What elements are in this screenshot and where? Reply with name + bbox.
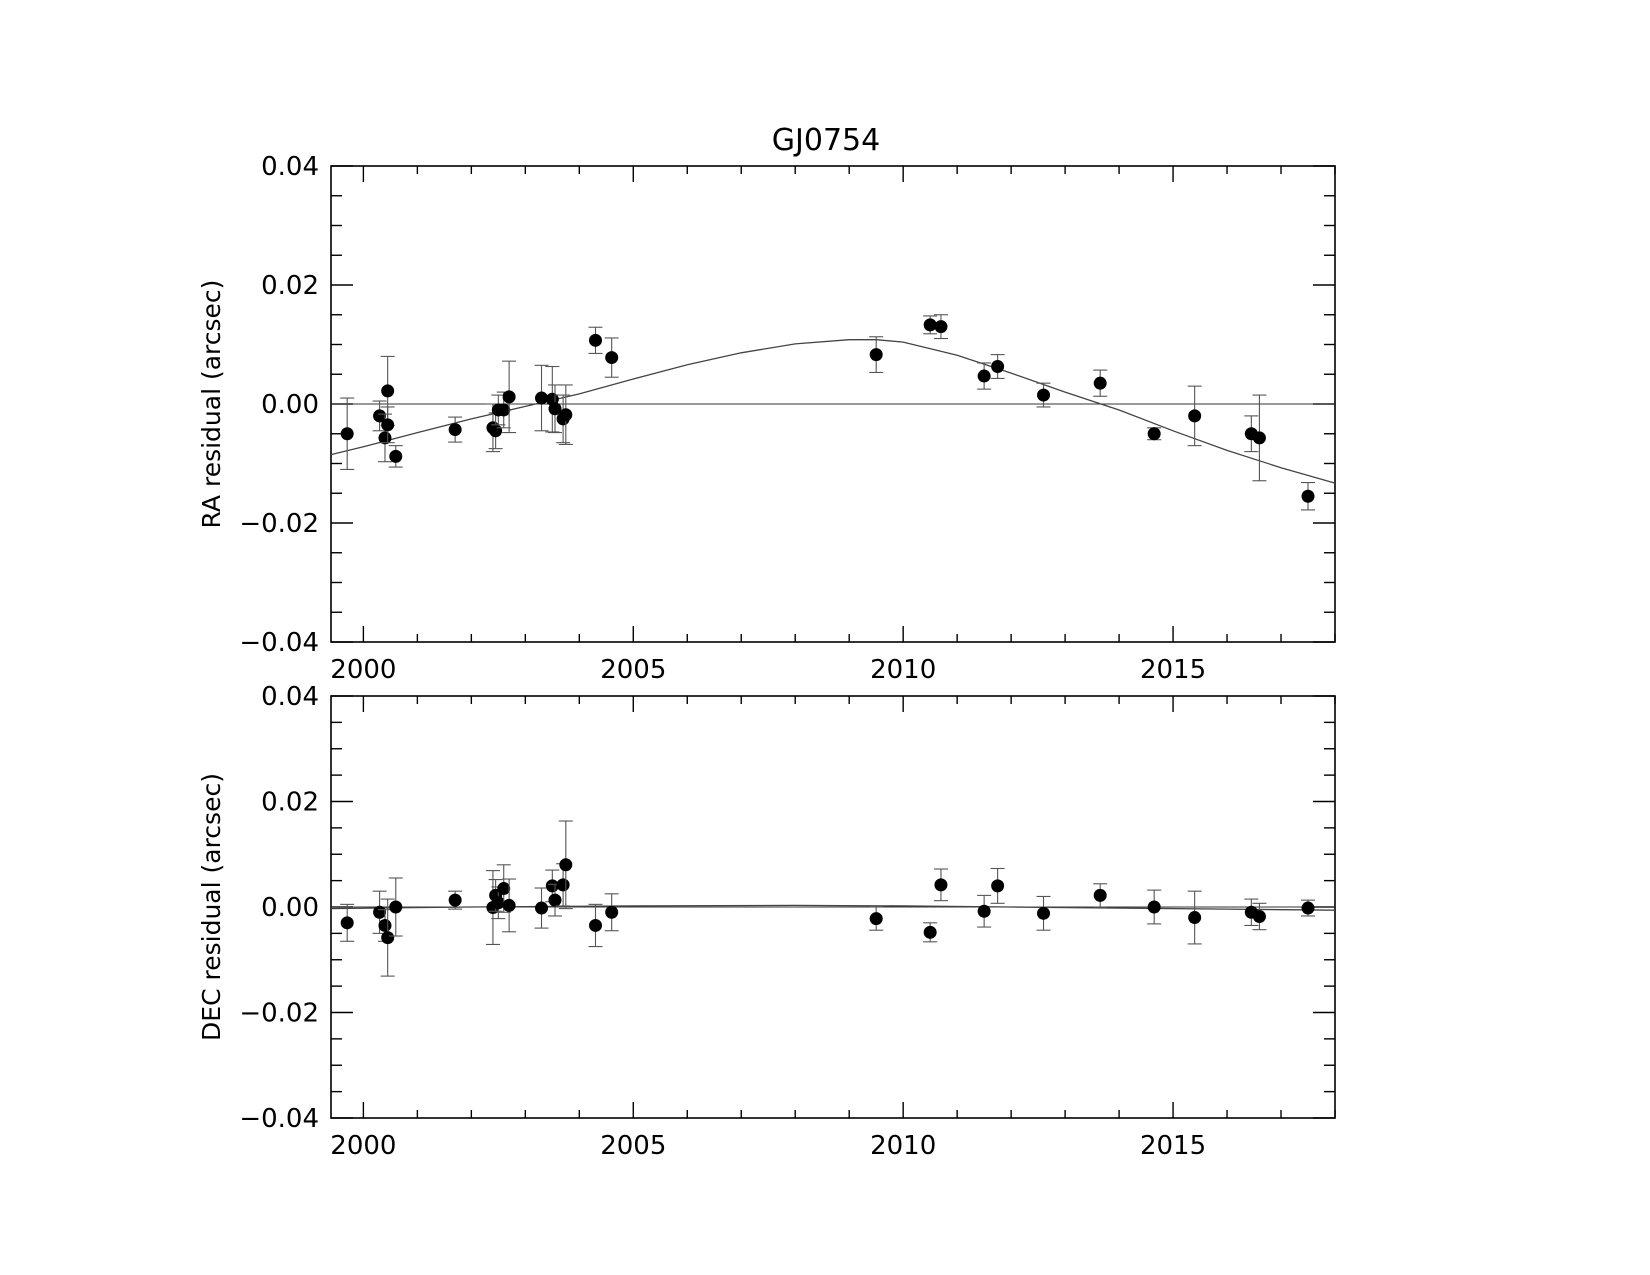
ra-y-tick-label: −0.02 <box>239 509 319 539</box>
dec-y-tick-label: 0.00 <box>261 893 319 923</box>
ra-y-axis-label: RA residual (arcsec) <box>197 280 226 529</box>
dec-residual-panel: 2000 2005 2010 2015 −0.04 −0.02 0.00 0.02 0.04 DE… <box>197 682 1336 1161</box>
ra-data-point <box>605 351 619 365</box>
ra-data-point <box>497 403 511 417</box>
ra-data-point <box>1188 409 1202 423</box>
ra-data-point <box>1147 427 1161 441</box>
dec-data-point <box>934 878 948 892</box>
dec-x-tick-label: 2015 <box>1140 1131 1206 1161</box>
dec-data-point <box>588 918 602 932</box>
dec-y-tick-label: 0.02 <box>261 788 319 818</box>
ra-data-point <box>1252 431 1266 445</box>
dec-y-tick-label: 0.04 <box>261 682 319 712</box>
ra-data-point <box>448 423 462 437</box>
ra-data-point <box>1301 489 1315 503</box>
dec-x-tick-label: 2010 <box>870 1131 936 1161</box>
ra-model-curve <box>330 339 1336 484</box>
dec-data-point <box>605 905 619 919</box>
dec-data-point <box>991 879 1005 893</box>
ra-residual-panel: 2000 2005 2010 2015 −0.04 −0.02 0.00 0.02 0.04 RA… <box>197 152 1336 685</box>
dec-y-tick-label: −0.04 <box>239 1104 319 1134</box>
ra-x-tick-label: 2000 <box>330 655 396 685</box>
ra-y-tick-label: 0.02 <box>261 271 319 301</box>
ra-x-tick-label: 2005 <box>600 655 666 685</box>
dec-x-tick-label: 2005 <box>600 1131 666 1161</box>
ra-data-point <box>588 333 602 347</box>
dec-data-point <box>556 878 570 892</box>
ra-data-point <box>559 408 573 422</box>
ra-y-tick-label: 0.00 <box>261 390 319 420</box>
ra-data-point <box>991 360 1005 374</box>
ra-data-point <box>502 390 516 404</box>
dec-data-point <box>389 900 403 914</box>
ra-data-point <box>340 427 354 441</box>
dec-data-point <box>491 896 505 910</box>
ra-data-point <box>535 391 549 405</box>
dec-data-point <box>502 898 516 912</box>
dec-data-point <box>340 916 354 930</box>
dec-data-point <box>1188 911 1202 925</box>
dec-model-curve <box>330 904 1336 911</box>
dec-data-point <box>535 901 549 915</box>
dec-data-point <box>977 904 991 918</box>
ra-data-point <box>923 318 937 332</box>
dec-data-point <box>373 905 387 919</box>
dec-x-tick-label: 2000 <box>330 1131 396 1161</box>
dec-data-point <box>448 893 462 907</box>
dec-y-axis-label: DEC residual (arcsec) <box>197 773 226 1041</box>
ra-y-tick-label: −0.04 <box>239 628 319 658</box>
dec-data-point <box>548 893 562 907</box>
ra-data-point <box>381 418 395 432</box>
ra-y-tick-label: 0.04 <box>261 152 319 182</box>
ra-data-point <box>548 402 562 416</box>
dec-data-point <box>1252 909 1266 923</box>
dec-data-point <box>1301 901 1315 915</box>
dec-data-point <box>381 931 395 945</box>
dec-data-point <box>378 918 392 932</box>
ra-data-point <box>389 449 403 463</box>
ra-data-point <box>381 384 395 398</box>
ra-x-tick-label: 2015 <box>1140 655 1206 685</box>
dec-data-point <box>869 912 883 926</box>
ra-x-tick-label: 2010 <box>870 655 936 685</box>
ra-data-point <box>1037 388 1051 402</box>
dec-data-point <box>559 858 573 872</box>
dec-data-point <box>923 925 937 939</box>
dec-data-point <box>545 879 559 893</box>
dec-data-point <box>1093 888 1107 902</box>
ra-data-point <box>489 424 503 438</box>
ra-data-point <box>977 369 991 383</box>
ra-data-point <box>1093 376 1107 390</box>
chart-title: GJ0754 <box>772 123 880 158</box>
dec-data-point <box>1037 906 1051 920</box>
ra-data-point <box>934 320 948 334</box>
ra-data-point <box>373 409 387 423</box>
ra-data-point <box>869 348 883 362</box>
dec-data-point <box>497 882 511 896</box>
ra-data-point <box>378 431 392 445</box>
dec-y-tick-label: −0.02 <box>239 999 319 1029</box>
dec-data-point <box>1147 900 1161 914</box>
